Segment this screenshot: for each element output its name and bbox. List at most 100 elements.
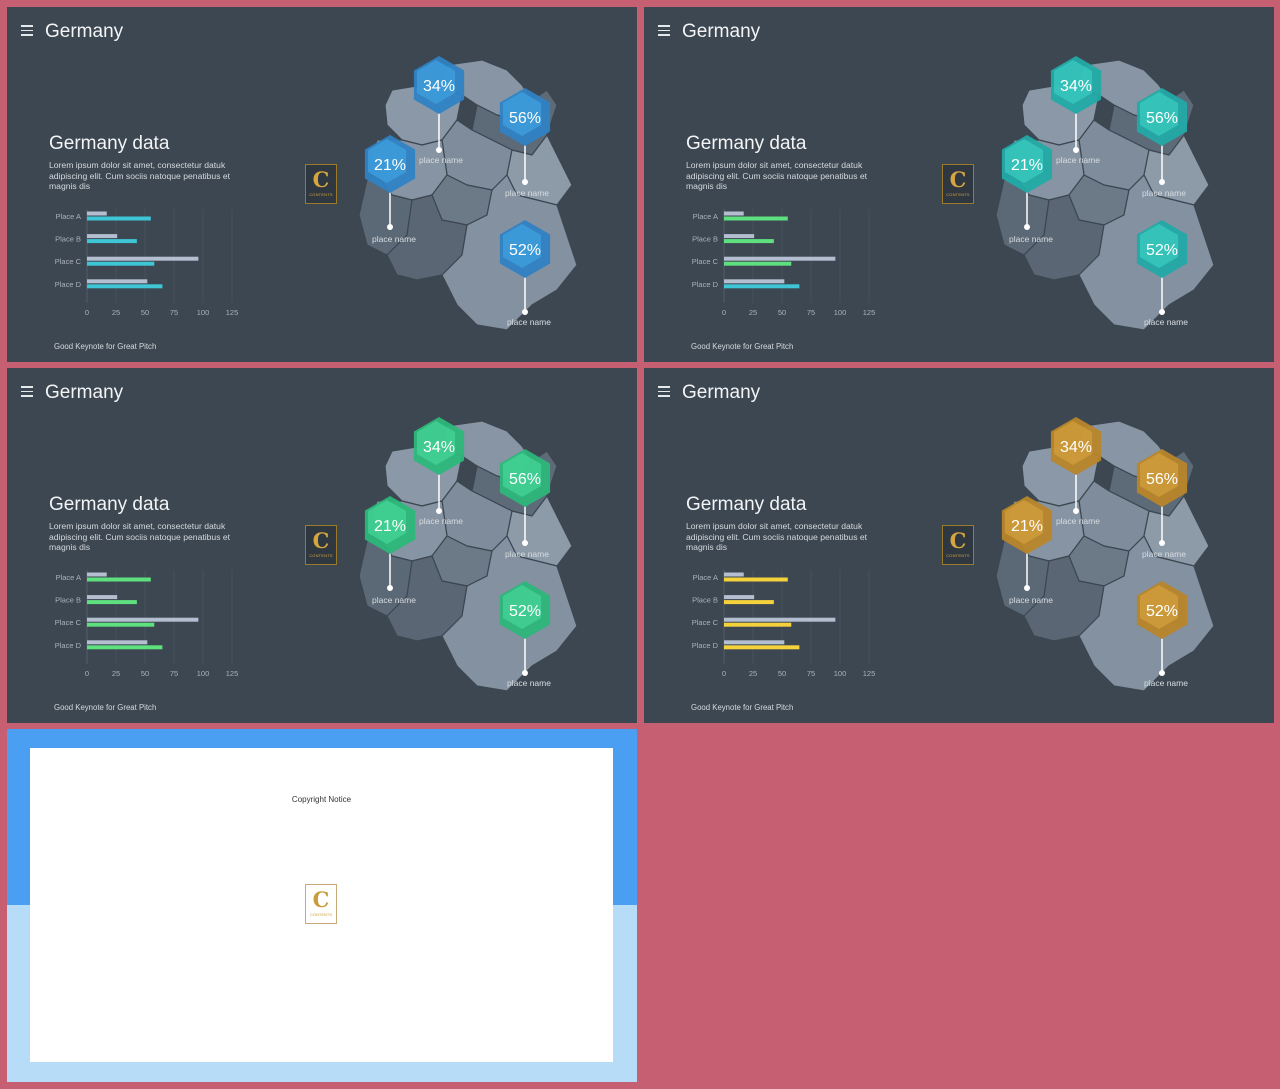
x-tick-label: 50	[778, 669, 786, 678]
data-description: Lorem ipsum dolor sit amet, consectetur …	[49, 160, 231, 191]
map-marker[interactable]: 34% place name	[1050, 56, 1102, 165]
x-tick-label: 75	[807, 308, 815, 317]
map-marker[interactable]: 52% place name	[1136, 581, 1188, 688]
slide-green: Germany Germany data Lorem ipsum dolor sit…	[7, 368, 637, 723]
x-tick-label: 75	[170, 669, 178, 678]
marker-value: 34%	[1060, 439, 1092, 456]
bar-series2	[87, 645, 163, 650]
bar-series1	[87, 279, 148, 284]
bar-series1	[87, 640, 148, 645]
bar-series1	[724, 572, 744, 577]
category-label: Place B	[692, 596, 718, 605]
category-label: Place B	[55, 596, 81, 605]
bar-series2	[724, 622, 792, 627]
marker-label: place name	[372, 595, 416, 605]
data-description: Lorem ipsum dolor sit amet, consectetur …	[49, 521, 231, 552]
data-title: Germany data	[686, 494, 807, 515]
marker-value: 52%	[1146, 242, 1178, 259]
slide-blue: Germany Germany data Lorem ipsum dolor sit…	[7, 7, 637, 362]
slide-title: Germany	[45, 21, 124, 42]
marker-label: place name	[1142, 549, 1186, 559]
category-label: Place A	[56, 212, 81, 221]
bar-series2	[724, 645, 800, 650]
map-marker[interactable]: 52% place name	[499, 220, 551, 327]
category-label: Place C	[692, 257, 719, 266]
x-tick-label: 100	[197, 669, 210, 678]
map-marker[interactable]: 52% place name	[499, 581, 551, 688]
marker-value: 52%	[509, 603, 541, 620]
category-label: Place C	[55, 257, 82, 266]
map-marker[interactable]: 56% place name	[1136, 88, 1188, 198]
category-label: Place A	[693, 212, 718, 221]
menu-icon[interactable]	[658, 25, 670, 36]
x-tick-label: 125	[226, 308, 239, 317]
x-tick-label: 50	[778, 308, 786, 317]
marker-label: place name	[419, 155, 463, 165]
bar-series2	[724, 239, 774, 244]
bar-series2	[87, 600, 137, 605]
category-label: Place D	[55, 641, 82, 650]
x-tick-label: 100	[834, 308, 847, 317]
x-tick-label: 0	[85, 669, 89, 678]
bar-series1	[87, 211, 107, 216]
logo-text: CONTENTS	[309, 192, 333, 197]
menu-icon[interactable]	[21, 386, 33, 397]
map-marker[interactable]: 34% place name	[1050, 417, 1102, 526]
slide-title: Germany	[682, 382, 761, 403]
marker-label: place name	[1142, 188, 1186, 198]
bar-series2	[724, 600, 774, 605]
marker-value: 56%	[1146, 110, 1178, 127]
marker-value: 52%	[1146, 603, 1178, 620]
logo-letter: C	[312, 887, 330, 912]
marker-value: 21%	[1011, 157, 1043, 174]
logo-text: CONTENTS	[946, 553, 970, 558]
bar-series2	[87, 577, 151, 582]
x-tick-label: 100	[197, 308, 210, 317]
x-tick-label: 50	[141, 308, 149, 317]
x-tick-label: 25	[749, 308, 757, 317]
menu-icon[interactable]	[21, 25, 33, 36]
bar-series2	[724, 216, 788, 221]
logo-text: CONTENTS	[946, 192, 970, 197]
footer-text: Good Keynote for Great Pitch	[54, 703, 157, 712]
marker-value: 34%	[423, 78, 455, 95]
category-label: Place B	[55, 235, 81, 244]
x-tick-label: 125	[863, 308, 876, 317]
marker-value: 21%	[1011, 518, 1043, 535]
germany-map: 34% place name 56% place name 21% place name 5…	[347, 406, 587, 711]
map-marker[interactable]: 56% place name	[499, 449, 551, 559]
marker-label: place name	[507, 678, 551, 688]
bar-series1	[724, 256, 836, 261]
bar-series1	[724, 279, 785, 284]
map-marker[interactable]: 56% place name	[1136, 449, 1188, 559]
map-marker[interactable]: 21% place name	[364, 135, 416, 244]
contents-logo: C CONTENTS	[305, 164, 337, 204]
category-label: Place D	[55, 280, 82, 289]
bar-series2	[87, 216, 151, 221]
x-tick-label: 125	[226, 669, 239, 678]
marker-label: place name	[505, 188, 549, 198]
marker-value: 21%	[374, 157, 406, 174]
marker-label: place name	[1144, 317, 1188, 327]
x-tick-label: 75	[807, 669, 815, 678]
bar-chart: 0 25 50 75 100 125 Place A Place B Place C Place …	[684, 207, 884, 327]
map-marker[interactable]: 56% place name	[499, 88, 551, 198]
copyright-slide: Copyright Notice C CONTENTS	[7, 729, 637, 1082]
category-label: Place D	[692, 280, 719, 289]
map-marker[interactable]: 34% place name	[413, 417, 465, 526]
x-tick-label: 125	[863, 669, 876, 678]
category-label: Place D	[692, 641, 719, 650]
x-tick-label: 25	[112, 669, 120, 678]
map-marker[interactable]: 34% place name	[413, 56, 465, 165]
bar-series2	[87, 239, 137, 244]
map-marker[interactable]: 52% place name	[1136, 220, 1188, 327]
map-marker[interactable]: 21% place name	[1001, 135, 1053, 244]
x-tick-label: 75	[170, 308, 178, 317]
bar-series1	[724, 617, 836, 622]
x-tick-label: 0	[85, 308, 89, 317]
menu-icon[interactable]	[658, 386, 670, 397]
marker-label: place name	[1056, 155, 1100, 165]
bar-series1	[724, 595, 755, 600]
map-marker[interactable]: 21% place name	[364, 496, 416, 605]
map-marker[interactable]: 21% place name	[1001, 496, 1053, 605]
